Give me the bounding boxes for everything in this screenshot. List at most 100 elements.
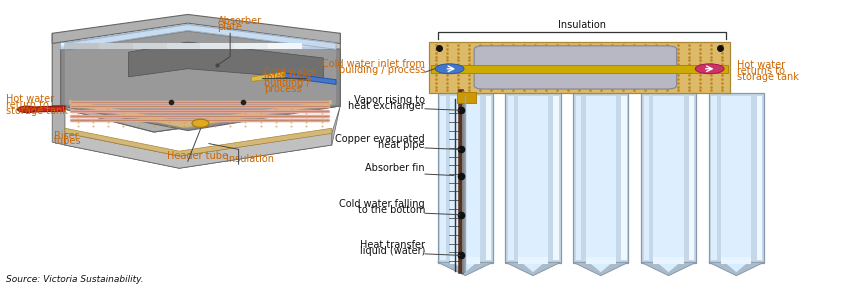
Polygon shape bbox=[586, 259, 616, 272]
Polygon shape bbox=[281, 72, 336, 84]
FancyBboxPatch shape bbox=[573, 93, 628, 263]
Text: Absorber: Absorber bbox=[218, 16, 262, 26]
Polygon shape bbox=[60, 46, 336, 47]
Text: tubes: tubes bbox=[54, 137, 82, 146]
Polygon shape bbox=[573, 262, 628, 276]
Polygon shape bbox=[60, 47, 336, 49]
Text: Riser: Riser bbox=[54, 131, 79, 141]
FancyBboxPatch shape bbox=[711, 96, 717, 260]
Text: Header tube: Header tube bbox=[167, 151, 228, 161]
FancyBboxPatch shape bbox=[654, 96, 683, 260]
Polygon shape bbox=[518, 259, 548, 272]
FancyBboxPatch shape bbox=[586, 96, 616, 260]
Text: Copper evacuated: Copper evacuated bbox=[336, 134, 425, 144]
Polygon shape bbox=[269, 43, 302, 49]
Text: storage tank: storage tank bbox=[7, 106, 68, 116]
FancyBboxPatch shape bbox=[518, 257, 548, 264]
Text: heat exchanger: heat exchanger bbox=[348, 101, 425, 111]
FancyBboxPatch shape bbox=[429, 42, 730, 93]
Polygon shape bbox=[52, 106, 65, 145]
FancyBboxPatch shape bbox=[721, 96, 751, 260]
Text: heat pipe: heat pipe bbox=[378, 140, 425, 150]
Text: Absorber fin: Absorber fin bbox=[366, 163, 425, 173]
Text: Insulation: Insulation bbox=[226, 154, 274, 164]
FancyBboxPatch shape bbox=[553, 96, 559, 260]
Polygon shape bbox=[60, 24, 336, 49]
Polygon shape bbox=[69, 100, 332, 128]
Text: Cold water: Cold water bbox=[264, 67, 316, 77]
Text: Heat transfer: Heat transfer bbox=[360, 240, 425, 250]
Text: building / process: building / process bbox=[339, 64, 425, 74]
Polygon shape bbox=[654, 259, 683, 272]
Polygon shape bbox=[60, 43, 336, 45]
Text: to the bottom: to the bottom bbox=[358, 205, 425, 215]
Polygon shape bbox=[721, 259, 751, 272]
Polygon shape bbox=[65, 43, 99, 49]
Polygon shape bbox=[252, 71, 286, 81]
FancyBboxPatch shape bbox=[641, 93, 696, 263]
Polygon shape bbox=[65, 133, 332, 168]
FancyBboxPatch shape bbox=[431, 65, 728, 73]
Text: inlet from: inlet from bbox=[264, 73, 311, 83]
Polygon shape bbox=[26, 106, 65, 112]
Polygon shape bbox=[133, 43, 167, 49]
Polygon shape bbox=[235, 43, 269, 49]
Circle shape bbox=[695, 64, 724, 74]
Polygon shape bbox=[60, 45, 336, 46]
Text: Insulation: Insulation bbox=[558, 20, 606, 30]
Circle shape bbox=[18, 106, 36, 113]
Polygon shape bbox=[154, 33, 340, 132]
Polygon shape bbox=[65, 128, 332, 156]
FancyBboxPatch shape bbox=[654, 257, 683, 264]
Text: Cold water inlet from: Cold water inlet from bbox=[322, 59, 425, 69]
FancyBboxPatch shape bbox=[518, 96, 548, 260]
Polygon shape bbox=[65, 106, 340, 168]
Polygon shape bbox=[52, 106, 340, 132]
Text: return to: return to bbox=[7, 100, 49, 110]
Polygon shape bbox=[99, 43, 133, 49]
FancyBboxPatch shape bbox=[709, 93, 764, 263]
FancyBboxPatch shape bbox=[457, 92, 476, 103]
Polygon shape bbox=[128, 42, 323, 80]
FancyBboxPatch shape bbox=[621, 96, 626, 260]
FancyBboxPatch shape bbox=[440, 96, 445, 260]
Polygon shape bbox=[438, 262, 493, 276]
FancyBboxPatch shape bbox=[485, 96, 491, 260]
Polygon shape bbox=[60, 30, 340, 131]
Polygon shape bbox=[65, 32, 336, 129]
FancyBboxPatch shape bbox=[508, 96, 513, 260]
FancyBboxPatch shape bbox=[689, 96, 694, 260]
Polygon shape bbox=[641, 262, 696, 276]
Ellipse shape bbox=[192, 119, 209, 127]
Text: Cold water falling: Cold water falling bbox=[339, 200, 425, 209]
Circle shape bbox=[435, 64, 464, 74]
FancyBboxPatch shape bbox=[450, 257, 480, 264]
Text: liquid (water): liquid (water) bbox=[360, 246, 425, 256]
FancyBboxPatch shape bbox=[450, 96, 480, 260]
Text: returns to: returns to bbox=[737, 66, 785, 76]
FancyBboxPatch shape bbox=[586, 257, 616, 264]
Text: process: process bbox=[264, 84, 302, 94]
Text: building /: building / bbox=[264, 79, 309, 88]
FancyBboxPatch shape bbox=[643, 96, 649, 260]
FancyBboxPatch shape bbox=[575, 96, 581, 260]
Text: Hot water: Hot water bbox=[737, 60, 785, 70]
FancyBboxPatch shape bbox=[756, 96, 762, 260]
Polygon shape bbox=[65, 25, 336, 49]
Polygon shape bbox=[201, 43, 235, 49]
FancyBboxPatch shape bbox=[438, 93, 493, 263]
Text: Vapor rising to: Vapor rising to bbox=[354, 95, 425, 105]
FancyBboxPatch shape bbox=[506, 93, 560, 263]
Text: Hot water: Hot water bbox=[7, 94, 54, 104]
Polygon shape bbox=[167, 43, 201, 49]
Polygon shape bbox=[450, 259, 480, 272]
Polygon shape bbox=[52, 14, 340, 43]
Polygon shape bbox=[52, 33, 154, 132]
Polygon shape bbox=[506, 262, 560, 276]
Text: storage tank: storage tank bbox=[737, 72, 799, 82]
FancyBboxPatch shape bbox=[474, 46, 677, 89]
Polygon shape bbox=[709, 262, 764, 276]
Text: plate: plate bbox=[218, 22, 242, 32]
Text: Source: Victoria Sustainability.: Source: Victoria Sustainability. bbox=[7, 275, 145, 284]
FancyBboxPatch shape bbox=[721, 257, 751, 264]
